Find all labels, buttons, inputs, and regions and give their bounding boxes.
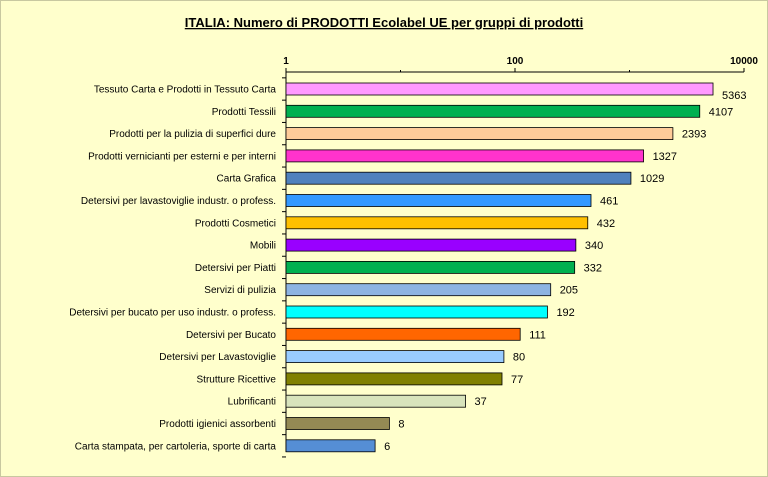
category-label: Prodotti per la pulizia di superfici dur… — [109, 129, 276, 140]
data-label: 332 — [584, 262, 602, 274]
data-label: 6 — [384, 441, 390, 453]
category-label: Lubrificanti — [228, 397, 276, 408]
bar — [285, 327, 521, 341]
category-label: Detersivi per lavastoviglie industr. o p… — [81, 196, 276, 207]
data-label: 2393 — [682, 129, 706, 141]
chart-title: ITALIA: Numero di PRODOTTI Ecolabel UE p… — [185, 15, 583, 30]
category-label: Prodotti Tessili — [212, 107, 276, 118]
bar — [285, 439, 376, 453]
bar — [285, 104, 701, 118]
x-tick-label: 1 — [283, 56, 289, 67]
bar — [285, 171, 632, 185]
bar — [285, 394, 466, 408]
category-label: Carta Grafica — [217, 174, 277, 185]
data-label: 77 — [511, 374, 523, 386]
bar — [285, 82, 714, 96]
bar — [285, 372, 503, 386]
category-label: Prodotti Cosmetici — [195, 218, 276, 229]
bar — [285, 194, 592, 207]
category-label: Strutture Ricettive — [197, 374, 277, 385]
data-label: 1029 — [640, 173, 664, 185]
bar — [285, 283, 552, 297]
category-label: Prodotti vernicianti per esterni e per i… — [88, 151, 276, 162]
data-label: 432 — [597, 218, 615, 230]
plot-area: 1 100 10000 Tessuto Carta e Prodotti in Tes… — [69, 56, 758, 458]
category-label: Detersivi per Piatti — [195, 263, 276, 274]
bar — [285, 127, 674, 140]
data-label: 205 — [560, 285, 578, 297]
category-label: Detersivi per Lavastoviglie — [159, 352, 276, 363]
category-label: Tessuto Carta e Prodotti in Tessuto Cart… — [94, 85, 277, 96]
bar — [285, 350, 505, 364]
data-label: 461 — [600, 196, 618, 208]
data-label: 8 — [398, 419, 404, 431]
data-label: 37 — [475, 396, 487, 408]
category-label: Servizi di pulizia — [204, 285, 276, 296]
data-label: 192 — [556, 307, 574, 319]
data-label: 5363 — [722, 90, 746, 102]
bar — [285, 238, 577, 252]
category-label: Prodotti igienici assorbenti — [159, 419, 276, 430]
bar — [285, 260, 576, 274]
category-label: Carta stampata, per cartoleria, sporte d… — [75, 441, 277, 452]
bar — [285, 417, 390, 430]
bar — [285, 216, 589, 230]
x-tick-label: 100 — [507, 56, 524, 67]
data-label: 111 — [529, 329, 546, 341]
category-label: Mobili — [250, 241, 276, 252]
bar — [285, 305, 548, 319]
category-label: Detersivi per Bucato — [186, 330, 276, 341]
data-label: 340 — [585, 240, 603, 252]
x-tick-label: 10000 — [730, 56, 758, 67]
category-label: Detersivi per bucato per uso industr. o … — [69, 308, 276, 319]
data-label: 1327 — [653, 151, 677, 163]
data-label: 80 — [513, 352, 525, 364]
bar — [285, 149, 644, 163]
data-label: 4107 — [709, 106, 733, 118]
